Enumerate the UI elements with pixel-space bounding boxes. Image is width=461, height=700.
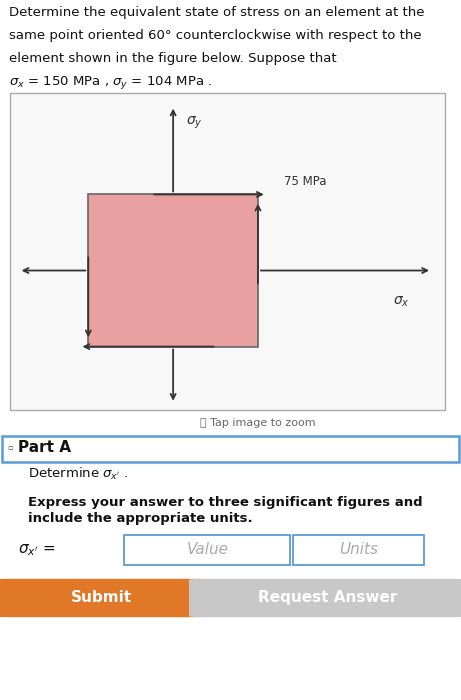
Text: $\sigma_{x'}$ =: $\sigma_{x'}$ = (18, 542, 56, 558)
FancyBboxPatch shape (189, 579, 461, 617)
Text: Part A: Part A (18, 440, 71, 455)
Text: $\sigma_x$: $\sigma_x$ (393, 295, 409, 309)
Text: $\sigma_x$ = 150 MPa , $\sigma_y$ = 104 MPa .: $\sigma_x$ = 150 MPa , $\sigma_y$ = 104 … (9, 74, 213, 92)
Text: same point oriented 60° counterclockwise with respect to the: same point oriented 60° counterclockwise… (9, 29, 422, 42)
Text: $\sigma_y$: $\sigma_y$ (186, 116, 203, 132)
Text: Units: Units (339, 542, 378, 557)
Text: include the appropriate units.: include the appropriate units. (28, 512, 252, 525)
Text: Request Answer: Request Answer (258, 589, 397, 605)
Text: element shown in the figure below. Suppose that: element shown in the figure below. Suppo… (9, 52, 337, 64)
Text: 🔍 Tap image to zoom: 🔍 Tap image to zoom (201, 417, 316, 428)
Bar (124, 535, 290, 565)
Text: Determine $\sigma_{x'}$ .: Determine $\sigma_{x'}$ . (28, 466, 128, 482)
Text: Express your answer to three significant figures and: Express your answer to three significant… (28, 496, 422, 509)
Bar (89, 195, 258, 346)
FancyBboxPatch shape (0, 579, 207, 617)
Text: Determine the equivalent state of stress on an element at the: Determine the equivalent state of stress… (9, 6, 425, 19)
Text: ▫: ▫ (7, 443, 12, 452)
Text: Submit: Submit (71, 589, 132, 605)
Bar (293, 535, 424, 565)
Text: Value: Value (186, 542, 229, 557)
Text: 75 MPa: 75 MPa (284, 175, 326, 188)
